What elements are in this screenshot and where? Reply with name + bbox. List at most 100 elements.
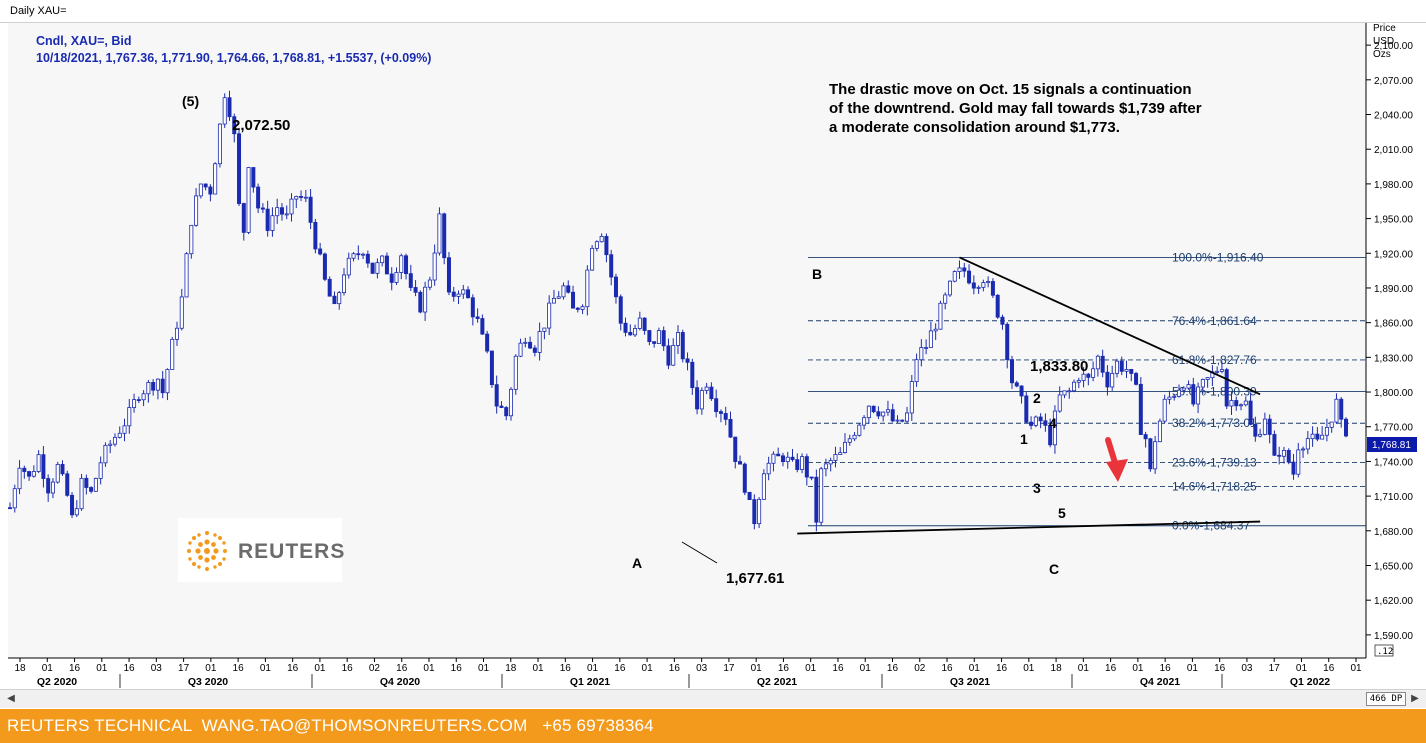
y-tick-label: 1,860.00: [1374, 319, 1413, 330]
candle-body: [1024, 395, 1029, 423]
candle-body: [628, 331, 633, 336]
candle-body: [585, 269, 590, 308]
candle-body: [237, 133, 242, 204]
candle-body: [604, 236, 609, 256]
x-tick-label: 01: [642, 663, 654, 674]
candle-body: [384, 255, 389, 275]
candle-body: [561, 285, 566, 298]
candle-body: [556, 296, 561, 299]
candle-body: [1186, 384, 1191, 389]
candle-body: [65, 473, 70, 496]
x-quarter-label: Q4 2020: [380, 676, 420, 688]
candle-body: [1052, 410, 1057, 446]
candle-body: [466, 289, 471, 299]
candle-body: [1153, 441, 1158, 470]
candle-body: [1339, 398, 1344, 420]
x-tick-label: 01: [42, 663, 54, 674]
x-quarter-label: Q1 2022: [1290, 676, 1330, 688]
candle-body: [112, 436, 117, 445]
candle-body: [661, 330, 666, 347]
candle-body: [251, 167, 256, 188]
candle-body: [418, 291, 423, 313]
candle-body: [571, 291, 576, 309]
candle-body: [279, 207, 284, 215]
candle-body: [1048, 424, 1053, 446]
x-tick-label: 01: [478, 663, 490, 674]
candle-body: [852, 434, 857, 440]
scroll-left-icon[interactable]: ◀: [7, 693, 15, 704]
candle-body: [308, 196, 313, 223]
x-tick-label: 02: [369, 663, 381, 674]
x-tick-label: 16: [996, 663, 1008, 674]
horizontal-scrollbar[interactable]: ◀ 466 DP ▶: [0, 689, 1426, 708]
candle-body: [1143, 434, 1148, 440]
candle-body: [528, 341, 533, 349]
candle-body: [885, 409, 890, 413]
candle-body: [1167, 396, 1172, 400]
candle-body: [1234, 400, 1239, 407]
x-tick-label: 01: [1132, 663, 1144, 674]
scroll-right-icon[interactable]: ▶: [1411, 693, 1419, 704]
candle-body: [647, 330, 652, 343]
candle-body: [446, 257, 451, 293]
candle-body: [189, 224, 194, 255]
candle-body: [1138, 383, 1143, 435]
candle-body: [1291, 461, 1296, 475]
candle-body: [1229, 400, 1234, 407]
candle-body: [928, 330, 933, 348]
candle-body: [933, 328, 938, 332]
candle-body: [1124, 368, 1129, 372]
wave-label: (5): [182, 93, 199, 109]
candle-body: [590, 247, 595, 271]
candle-body: [780, 455, 785, 463]
candle-body: [967, 270, 972, 284]
candle-body: [1033, 416, 1038, 426]
candle-body: [957, 267, 962, 272]
legend-series: Cndl, XAU=, Bid: [36, 34, 132, 48]
candle-body: [1215, 370, 1220, 373]
candle-body: [1243, 400, 1248, 406]
x-tick-label: 16: [941, 663, 953, 674]
candle-body: [1057, 394, 1062, 412]
y-tick-label: 2,070.00: [1374, 76, 1413, 87]
candle-body: [1267, 418, 1272, 435]
candle-body: [1224, 369, 1229, 407]
candle-body: [976, 286, 981, 289]
legend-values: 10/18/2021, 1,767.36, 1,771.90, 1,764.66…: [36, 51, 432, 65]
candle-body: [652, 341, 657, 344]
candle-body: [909, 381, 914, 414]
annotation-line: of the downtrend. Gold may fall towards …: [829, 100, 1202, 117]
x-tick-label: 18: [14, 663, 26, 674]
wave-label: 5: [1058, 505, 1066, 521]
candle-body: [1129, 368, 1134, 374]
candle-body: [680, 332, 685, 360]
candle-body: [771, 453, 776, 464]
candle-body: [337, 292, 342, 305]
candle-body: [1105, 371, 1110, 388]
candle-body: [380, 255, 385, 264]
candle-body: [246, 167, 251, 233]
x-tick-label: 17: [723, 663, 735, 674]
candle-body: [828, 460, 833, 465]
candle-body: [981, 282, 986, 288]
candle-body: [1329, 421, 1334, 428]
reuters-watermark: REUTERS: [178, 518, 344, 582]
fib-label: 76.4%-1,861.64: [1172, 314, 1257, 328]
candle-body: [523, 341, 528, 344]
candle-body: [74, 508, 79, 516]
fib-label: 38.2%-1,773.01: [1172, 416, 1257, 430]
candle-body: [179, 296, 184, 329]
candle-body: [31, 471, 36, 477]
x-tick-label: 01: [314, 663, 326, 674]
zoom-readout[interactable]: 466 DP: [1366, 692, 1406, 706]
axis-unit: Price USD Ozs: [1373, 22, 1396, 61]
candle-body: [275, 207, 280, 217]
x-tick-label: 16: [1160, 663, 1172, 674]
candle-body: [1177, 389, 1182, 397]
candle-body: [356, 253, 361, 256]
candle-body: [1219, 369, 1224, 372]
candle-body: [98, 462, 103, 479]
candle-body: [723, 413, 728, 420]
candle-body: [518, 342, 523, 357]
candle-body: [866, 405, 871, 419]
